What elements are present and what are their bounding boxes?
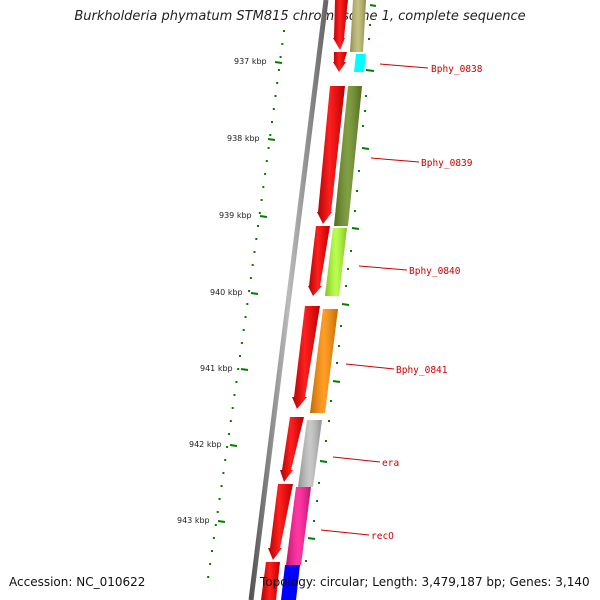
map-title: Burkholderia phymatum STM815 chromosome … — [74, 9, 526, 24]
ring-dot — [260, 199, 263, 201]
ring-dot — [276, 82, 279, 84]
ring-dot — [214, 524, 217, 526]
ring-dot — [279, 56, 282, 58]
topology-text: Topology: circular; Length: 3,479,187 bp… — [260, 575, 590, 589]
tick-943 — [217, 520, 226, 523]
cds-arrow[interactable] — [333, 52, 347, 72]
ring-dot — [264, 173, 267, 175]
ring-dot — [277, 69, 280, 71]
ring-dot — [271, 121, 273, 123]
ring-dot — [253, 251, 256, 253]
tick-label-937: 937 kbp — [234, 57, 267, 66]
tick-label-939: 939 kbp — [219, 211, 252, 220]
ring-dot — [224, 459, 227, 461]
leader-line — [320, 529, 370, 536]
shade-overlay — [350, 0, 366, 52]
shade-overlay — [334, 86, 362, 226]
gene-label-bphy-0839[interactable]: Bphy_0839 — [421, 158, 473, 169]
tick-938 — [267, 138, 276, 141]
tick-ring-dots — [207, 30, 285, 578]
inner-tick-dots — [305, 24, 371, 562]
kbp-scale: 937 kbp 938 kbp 939 kbp 940 kbp 941 kbp … — [177, 57, 283, 525]
ring-dot — [267, 147, 270, 149]
ring-dot — [274, 95, 277, 97]
cds-arrow[interactable] — [333, 0, 348, 50]
leader-line — [379, 63, 429, 69]
ring-dot — [212, 537, 215, 539]
ring-dot — [255, 238, 258, 240]
feature-bottom[interactable] — [281, 565, 300, 600]
ring-dot — [262, 186, 265, 188]
shade-overlay — [286, 487, 311, 565]
ring-dot — [240, 342, 243, 344]
cds-arrow[interactable] — [280, 417, 304, 482]
ring-dot — [220, 485, 223, 487]
tick-label-941: 941 kbp — [200, 364, 233, 373]
ring-dot — [235, 381, 238, 383]
inner-tick-marks — [307, 4, 377, 540]
ring-dot — [242, 329, 245, 331]
cds-arrow[interactable] — [261, 562, 280, 600]
cds-track — [261, 0, 348, 600]
tick-label-942: 942 kbp — [189, 440, 222, 449]
ring-dot — [209, 563, 212, 565]
gene-label-bphy-0841[interactable]: Bphy_0841 — [396, 365, 448, 376]
shade-overlay — [298, 420, 322, 487]
leader-line — [332, 456, 381, 463]
shade-overlay — [325, 228, 347, 296]
ring-dot — [239, 355, 241, 357]
shade-overlay — [310, 309, 338, 413]
ring-dot — [281, 43, 284, 45]
ring-dot — [258, 212, 261, 214]
ring-dot — [211, 550, 213, 552]
tick-942 — [229, 444, 238, 447]
cds-arrow[interactable] — [317, 86, 345, 224]
gene-label-reco[interactable]: recO — [371, 531, 394, 542]
gene-box-bphy-0838[interactable] — [354, 54, 366, 72]
leader-line — [370, 157, 420, 163]
ring-dot — [218, 498, 221, 500]
ring-dot — [249, 277, 252, 279]
ring-dot — [244, 316, 247, 318]
ring-dot — [248, 290, 251, 292]
ring-dot — [269, 134, 272, 136]
ring-dot — [233, 394, 236, 396]
feature-track — [281, 0, 366, 600]
cds-arrow[interactable] — [292, 306, 320, 409]
ring-dot — [229, 420, 232, 422]
tick-label-940: 940 kbp — [210, 288, 243, 297]
ring-dot — [283, 30, 285, 32]
gene-labels: Bphy_0838 Bphy_0839 Bphy_0840 Bphy_0841 … — [320, 63, 483, 542]
leader-line — [345, 363, 395, 370]
tick-label-938: 938 kbp — [227, 134, 260, 143]
ring-dot — [237, 368, 240, 370]
gene-label-era[interactable]: era — [382, 458, 399, 469]
leader-line — [358, 265, 408, 271]
accession-text: Accession: NC_010622 — [9, 575, 146, 589]
ring-dot — [222, 472, 225, 474]
ring-dot — [226, 446, 229, 448]
ring-dot — [251, 264, 254, 266]
ring-dot — [231, 407, 234, 409]
gene-label-bphy-0840[interactable]: Bphy_0840 — [409, 266, 461, 277]
ring-dot — [207, 576, 210, 578]
ring-dot — [257, 225, 259, 227]
tick-label-943: 943 kbp — [177, 516, 210, 525]
ring-dot — [216, 511, 219, 513]
gene-label-bphy-0838[interactable]: Bphy_0838 — [431, 64, 483, 75]
tick-941 — [240, 368, 249, 371]
cds-arrow[interactable] — [268, 484, 293, 560]
ring-dot — [265, 160, 268, 162]
tick-937 — [274, 61, 283, 64]
cds-arrow[interactable] — [308, 226, 330, 296]
chromosome-backbone — [248, 0, 329, 600]
tick-939 — [259, 215, 268, 218]
ring-dot — [228, 433, 230, 435]
tick-940 — [250, 292, 259, 295]
ring-dot — [272, 108, 275, 110]
ring-dot — [246, 303, 249, 305]
